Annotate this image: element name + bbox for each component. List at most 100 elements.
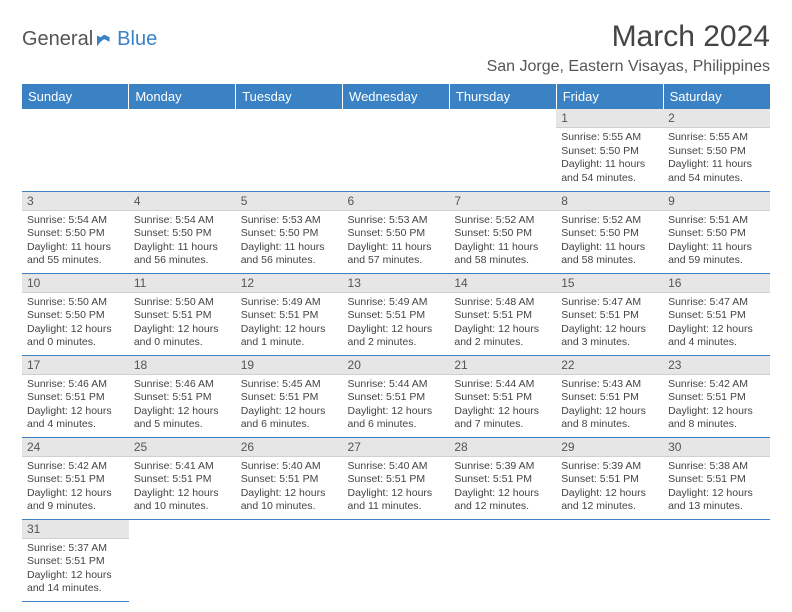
calendar-cell: 31Sunrise: 5:37 AMSunset: 5:51 PMDayligh… — [22, 519, 129, 601]
weekday-header-row: SundayMondayTuesdayWednesdayThursdayFrid… — [22, 84, 770, 109]
day-data: Sunrise: 5:52 AMSunset: 5:50 PMDaylight:… — [556, 211, 663, 273]
calendar-cell: 3Sunrise: 5:54 AMSunset: 5:50 PMDaylight… — [22, 191, 129, 273]
day-number: 9 — [663, 192, 770, 211]
day-data: Sunrise: 5:46 AMSunset: 5:51 PMDaylight:… — [22, 375, 129, 437]
calendar-cell: .. — [236, 519, 343, 601]
calendar-body: ..........1Sunrise: 5:55 AMSunset: 5:50 … — [22, 109, 770, 601]
calendar-cell: 6Sunrise: 5:53 AMSunset: 5:50 PMDaylight… — [343, 191, 450, 273]
calendar-cell: 19Sunrise: 5:45 AMSunset: 5:51 PMDayligh… — [236, 355, 343, 437]
calendar-cell: .. — [449, 519, 556, 601]
day-number: 30 — [663, 438, 770, 457]
day-number: 10 — [22, 274, 129, 293]
calendar-cell: 24Sunrise: 5:42 AMSunset: 5:51 PMDayligh… — [22, 437, 129, 519]
day-number: 12 — [236, 274, 343, 293]
calendar-cell: 30Sunrise: 5:38 AMSunset: 5:51 PMDayligh… — [663, 437, 770, 519]
calendar-cell: 1Sunrise: 5:55 AMSunset: 5:50 PMDaylight… — [556, 109, 663, 191]
logo: General Blue — [22, 28, 157, 51]
day-data: Sunrise: 5:49 AMSunset: 5:51 PMDaylight:… — [236, 293, 343, 355]
calendar-cell: .. — [343, 519, 450, 601]
day-data: Sunrise: 5:37 AMSunset: 5:51 PMDaylight:… — [22, 539, 129, 601]
day-number: 13 — [343, 274, 450, 293]
day-data: Sunrise: 5:53 AMSunset: 5:50 PMDaylight:… — [343, 211, 450, 273]
day-number: 26 — [236, 438, 343, 457]
day-data: Sunrise: 5:40 AMSunset: 5:51 PMDaylight:… — [236, 457, 343, 519]
calendar-cell: .. — [556, 519, 663, 601]
calendar-cell: 27Sunrise: 5:40 AMSunset: 5:51 PMDayligh… — [343, 437, 450, 519]
day-data: Sunrise: 5:47 AMSunset: 5:51 PMDaylight:… — [663, 293, 770, 355]
calendar-cell: .. — [343, 109, 450, 191]
header: General Blue March 2024 San Jorge, Easte… — [22, 20, 770, 76]
day-number: 28 — [449, 438, 556, 457]
day-number: 6 — [343, 192, 450, 211]
calendar-row: 17Sunrise: 5:46 AMSunset: 5:51 PMDayligh… — [22, 355, 770, 437]
day-data: Sunrise: 5:44 AMSunset: 5:51 PMDaylight:… — [449, 375, 556, 437]
calendar-row: ..........1Sunrise: 5:55 AMSunset: 5:50 … — [22, 109, 770, 191]
day-number: 4 — [129, 192, 236, 211]
calendar-cell: 22Sunrise: 5:43 AMSunset: 5:51 PMDayligh… — [556, 355, 663, 437]
day-number: 20 — [343, 356, 450, 375]
day-number: 8 — [556, 192, 663, 211]
day-number: 16 — [663, 274, 770, 293]
location-label: San Jorge, Eastern Visayas, Philippines — [487, 58, 770, 76]
calendar-row: 31Sunrise: 5:37 AMSunset: 5:51 PMDayligh… — [22, 519, 770, 601]
day-data: Sunrise: 5:38 AMSunset: 5:51 PMDaylight:… — [663, 457, 770, 519]
day-number: 1 — [556, 109, 663, 128]
calendar-cell: .. — [663, 519, 770, 601]
day-number: 24 — [22, 438, 129, 457]
calendar-row: 24Sunrise: 5:42 AMSunset: 5:51 PMDayligh… — [22, 437, 770, 519]
day-number: 22 — [556, 356, 663, 375]
day-number: 19 — [236, 356, 343, 375]
day-data: Sunrise: 5:50 AMSunset: 5:50 PMDaylight:… — [22, 293, 129, 355]
day-data: Sunrise: 5:43 AMSunset: 5:51 PMDaylight:… — [556, 375, 663, 437]
weekday-header: Wednesday — [343, 84, 450, 109]
weekday-header: Sunday — [22, 84, 129, 109]
weekday-header: Tuesday — [236, 84, 343, 109]
calendar-cell: 25Sunrise: 5:41 AMSunset: 5:51 PMDayligh… — [129, 437, 236, 519]
calendar-cell: 20Sunrise: 5:44 AMSunset: 5:51 PMDayligh… — [343, 355, 450, 437]
calendar-cell: 18Sunrise: 5:46 AMSunset: 5:51 PMDayligh… — [129, 355, 236, 437]
calendar-cell: 9Sunrise: 5:51 AMSunset: 5:50 PMDaylight… — [663, 191, 770, 273]
month-title: March 2024 — [487, 20, 770, 54]
calendar-cell: 14Sunrise: 5:48 AMSunset: 5:51 PMDayligh… — [449, 273, 556, 355]
calendar-row: 3Sunrise: 5:54 AMSunset: 5:50 PMDaylight… — [22, 191, 770, 273]
calendar-cell: 26Sunrise: 5:40 AMSunset: 5:51 PMDayligh… — [236, 437, 343, 519]
calendar-cell: 29Sunrise: 5:39 AMSunset: 5:51 PMDayligh… — [556, 437, 663, 519]
day-data: Sunrise: 5:39 AMSunset: 5:51 PMDaylight:… — [556, 457, 663, 519]
calendar-cell: 10Sunrise: 5:50 AMSunset: 5:50 PMDayligh… — [22, 273, 129, 355]
day-number: 3 — [22, 192, 129, 211]
day-number: 29 — [556, 438, 663, 457]
calendar-cell: 28Sunrise: 5:39 AMSunset: 5:51 PMDayligh… — [449, 437, 556, 519]
day-data: Sunrise: 5:55 AMSunset: 5:50 PMDaylight:… — [556, 128, 663, 190]
day-number: 15 — [556, 274, 663, 293]
title-block: March 2024 San Jorge, Eastern Visayas, P… — [487, 20, 770, 76]
day-data: Sunrise: 5:42 AMSunset: 5:51 PMDaylight:… — [663, 375, 770, 437]
calendar-cell: 23Sunrise: 5:42 AMSunset: 5:51 PMDayligh… — [663, 355, 770, 437]
weekday-header: Saturday — [663, 84, 770, 109]
calendar-cell: .. — [22, 109, 129, 191]
calendar-cell: 15Sunrise: 5:47 AMSunset: 5:51 PMDayligh… — [556, 273, 663, 355]
weekday-header: Monday — [129, 84, 236, 109]
day-data: Sunrise: 5:52 AMSunset: 5:50 PMDaylight:… — [449, 211, 556, 273]
day-data: Sunrise: 5:55 AMSunset: 5:50 PMDaylight:… — [663, 128, 770, 190]
day-data: Sunrise: 5:51 AMSunset: 5:50 PMDaylight:… — [663, 211, 770, 273]
day-number: 11 — [129, 274, 236, 293]
day-number: 23 — [663, 356, 770, 375]
calendar-cell: .. — [129, 519, 236, 601]
day-data: Sunrise: 5:47 AMSunset: 5:51 PMDaylight:… — [556, 293, 663, 355]
calendar-cell: 7Sunrise: 5:52 AMSunset: 5:50 PMDaylight… — [449, 191, 556, 273]
day-data: Sunrise: 5:46 AMSunset: 5:51 PMDaylight:… — [129, 375, 236, 437]
calendar-cell: .. — [449, 109, 556, 191]
logo-text-general: General — [22, 28, 93, 51]
day-number: 27 — [343, 438, 450, 457]
day-data: Sunrise: 5:54 AMSunset: 5:50 PMDaylight:… — [22, 211, 129, 273]
day-data: Sunrise: 5:39 AMSunset: 5:51 PMDaylight:… — [449, 457, 556, 519]
day-number: 17 — [22, 356, 129, 375]
day-data: Sunrise: 5:44 AMSunset: 5:51 PMDaylight:… — [343, 375, 450, 437]
flag-icon — [97, 33, 115, 47]
day-number: 18 — [129, 356, 236, 375]
weekday-header: Friday — [556, 84, 663, 109]
logo-text-blue: Blue — [117, 28, 157, 51]
day-number: 5 — [236, 192, 343, 211]
day-number: 7 — [449, 192, 556, 211]
day-data: Sunrise: 5:45 AMSunset: 5:51 PMDaylight:… — [236, 375, 343, 437]
